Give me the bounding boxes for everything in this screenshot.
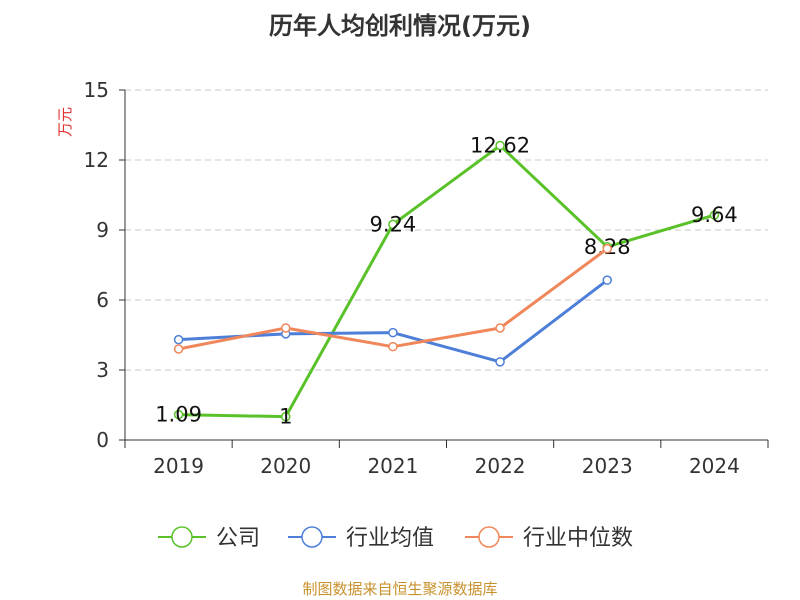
data-point (388, 341, 398, 352)
legend-label: 行业均值 (346, 526, 434, 551)
data-label: 9.64 (691, 203, 738, 227)
x-tick-label: 2022 (475, 454, 526, 478)
data-point (173, 344, 184, 354)
data-point (495, 323, 505, 333)
y-tick-label: 6 (96, 288, 109, 312)
series-line-0 (178, 144, 715, 419)
legend-marker (478, 526, 500, 548)
data-point (388, 327, 398, 338)
legend-marker (171, 526, 193, 548)
legend-label: 行业中位数 (523, 526, 633, 551)
data-label: 1.09 (155, 403, 202, 427)
y-tick-label: 3 (96, 358, 109, 382)
y-axis-label: 万元 (56, 107, 74, 137)
source-note: 制图数据来自恒生聚源数据库 (302, 580, 498, 598)
data-point (173, 334, 184, 345)
data-point (495, 357, 505, 367)
chart-title: 历年人均创利情况(万元) (269, 12, 531, 40)
data-point (388, 219, 398, 230)
y-tick-label: 15 (84, 78, 109, 102)
data-label: 9.24 (370, 212, 417, 236)
data-point (281, 411, 291, 422)
data-point (495, 140, 505, 151)
data-point (281, 323, 291, 333)
y-tick-label: 12 (84, 148, 109, 172)
x-tick-label: 2019 (153, 454, 204, 478)
x-tick-label: 2020 (260, 454, 311, 478)
x-tick-label: 2024 (689, 454, 740, 478)
legend-label: 公司 (216, 526, 260, 551)
x-tick-label: 2021 (367, 454, 418, 478)
data-point (709, 210, 720, 220)
legend-marker (301, 526, 323, 548)
y-tick-label: 9 (96, 218, 109, 242)
data-point (173, 409, 184, 420)
data-label: 1 (279, 405, 292, 429)
x-tick-label: 2023 (582, 454, 633, 478)
data-label: 12.62 (470, 134, 530, 158)
data-point (602, 243, 612, 254)
y-tick-label: 0 (96, 428, 109, 452)
data-point (602, 275, 612, 285)
